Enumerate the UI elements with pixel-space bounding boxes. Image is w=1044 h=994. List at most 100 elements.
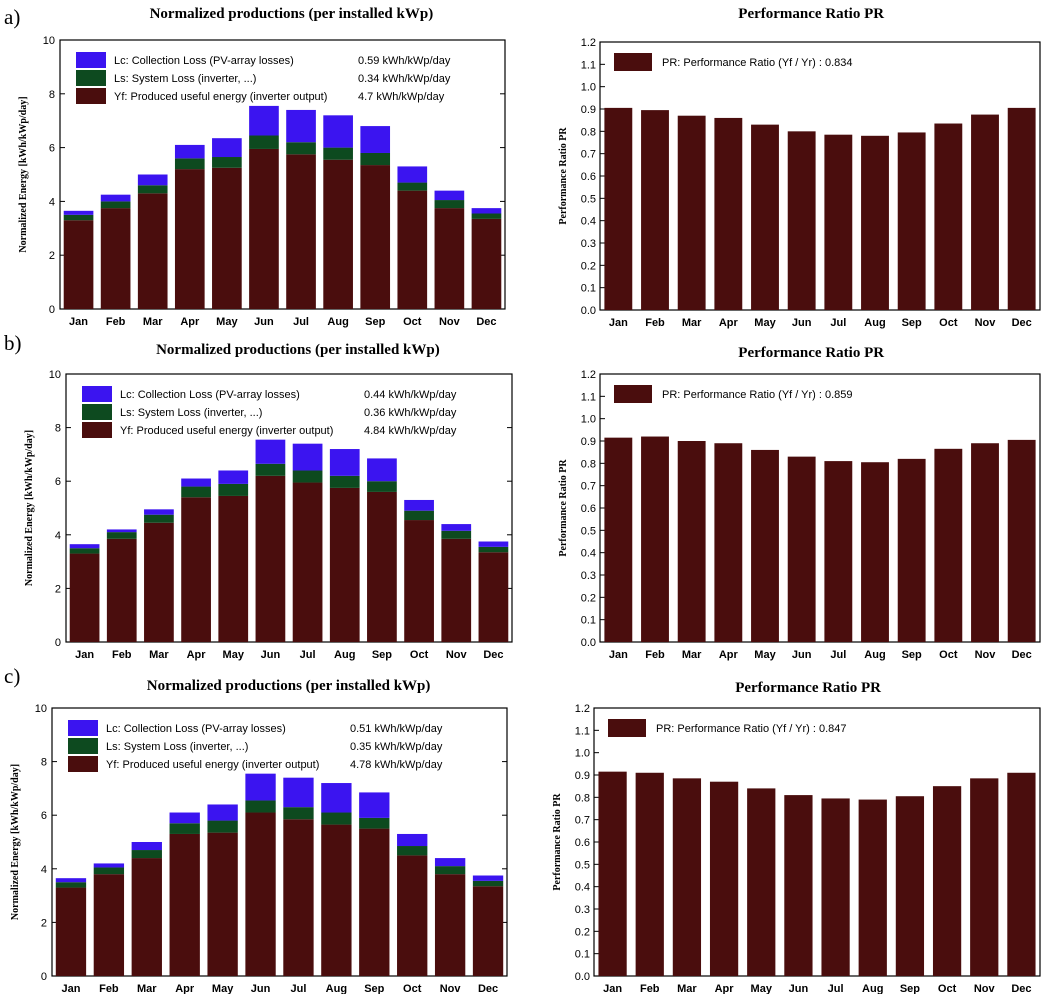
bar-lc-jun (249, 105, 279, 136)
y-tick-label: 0.0 (575, 971, 590, 983)
bar-ls-mar (144, 514, 174, 523)
bar-yf-feb (106, 538, 137, 642)
bar-lc-jun (255, 439, 286, 464)
legend-swatch-lc (76, 52, 106, 68)
legend-value: 0.35 kWh/kWp/day (350, 741, 443, 753)
bar-yf-jun (249, 148, 279, 309)
legend-label: Lc: Collection Loss (PV-array losses) (106, 723, 286, 735)
bar-pr-apr (714, 443, 743, 642)
y-tick-label: 4 (55, 530, 61, 542)
x-tick-label: May (751, 983, 773, 994)
bar-pr-oct (932, 786, 962, 976)
bar-lc-jun (245, 773, 276, 801)
legend-value: 4.78 kWh/kWp/day (350, 759, 443, 771)
x-tick-label: Feb (640, 983, 660, 994)
x-tick-label: Jun (792, 317, 812, 329)
x-tick-label: Sep (902, 649, 922, 661)
bar-yf-dec (471, 218, 502, 309)
x-tick-label: Jan (609, 317, 628, 329)
bar-ls-dec (478, 546, 509, 553)
bar-ls-jun (255, 463, 286, 476)
x-tick-label: Jul (300, 649, 316, 661)
x-tick-label: Mar (143, 316, 163, 328)
y-tick-label: 0.7 (581, 149, 596, 161)
x-tick-label: Sep (900, 983, 920, 994)
bar-pr-may (751, 449, 779, 642)
bar-lc-dec (478, 541, 509, 547)
bar-yf-feb (93, 874, 125, 976)
x-tick-label: Mar (149, 649, 169, 661)
bar-yf-nov (441, 538, 472, 642)
legend-swatch-lc (82, 386, 112, 402)
bar-yf-may (218, 495, 249, 642)
legend-label: PR: Performance Ratio (Yf / Yr) : 0.847 (656, 723, 847, 735)
chart-title: Normalized productions (per installed kW… (147, 678, 431, 694)
x-tick-label: Oct (403, 983, 422, 994)
bar-lc-feb (93, 863, 125, 868)
x-tick-label: Aug (862, 983, 883, 994)
y-tick-label: 0.4 (581, 216, 596, 228)
bar-pr-apr (709, 781, 739, 976)
legend-swatch-yf (76, 88, 106, 104)
bar-yf-jul (286, 154, 316, 309)
bar-yf-sep (359, 828, 390, 976)
legend-swatch-ls (76, 70, 106, 86)
y-tick-label: 0.7 (581, 481, 596, 493)
x-tick-label: Oct (938, 983, 957, 994)
bar-yf-may (212, 167, 242, 309)
x-tick-label: Jul (291, 983, 307, 994)
bar-pr-aug (858, 799, 887, 976)
x-tick-label: Aug (334, 649, 355, 661)
legend-value: 0.34 kWh/kWp/day (358, 73, 451, 85)
bar-lc-mar (131, 842, 162, 851)
bar-lc-aug (329, 449, 360, 476)
bar-ls-sep (360, 152, 391, 166)
legend-label: PR: Performance Ratio (Yf / Yr) : 0.859 (662, 389, 853, 401)
pr-chart-2: Performance Ratio PR 0.0 0.1 0.2 0.3 0.4 0.5 0.… (552, 680, 1041, 994)
legend-value: 0.59 kWh/kWp/day (358, 55, 451, 67)
bar-ls-sep (359, 817, 390, 829)
x-tick-label: Feb (645, 649, 665, 661)
y-tick-label: 4 (49, 196, 55, 208)
bar-ls-apr (174, 158, 205, 170)
energy-chart-0: Normalized productions (per installed kW… (18, 6, 506, 328)
bar-ls-dec (471, 213, 502, 219)
legend-label: Yf: Produced useful energy (inverter out… (106, 759, 319, 771)
bar-yf-mar (137, 193, 168, 309)
chart-title: Normalized productions (per installed kW… (150, 6, 434, 22)
bar-lc-jan (63, 210, 94, 215)
bar-pr-sep (895, 796, 925, 976)
y-tick-label: 0.6 (581, 171, 596, 183)
x-tick-label: Nov (446, 649, 468, 661)
bar-pr-jul (821, 798, 850, 976)
bar-pr-jun (784, 795, 813, 976)
bar-ls-nov (434, 866, 466, 875)
bar-pr-dec (1007, 107, 1036, 310)
bar-lc-sep (367, 458, 397, 482)
bar-yf-jan (69, 553, 100, 642)
y-tick-label: 1.1 (575, 725, 590, 737)
legend-swatch-pr (614, 385, 652, 403)
pr-chart-0: Performance Ratio PR 0.0 0.1 0.2 0.3 0.4 0.5 0.… (558, 6, 1041, 329)
x-tick-label: Jul (830, 317, 846, 329)
y-tick-label: 0.4 (581, 548, 596, 560)
legend-swatch-pr (614, 53, 652, 71)
bar-lc-jan (55, 878, 87, 883)
bar-ls-jun (245, 800, 276, 813)
bar-pr-may (751, 124, 779, 310)
bar-yf-mar (131, 858, 162, 976)
pr-chart-1: Performance Ratio PR 0.0 0.1 0.2 0.3 0.4 0.5 0.… (558, 345, 1041, 661)
chart-title: Performance Ratio PR (738, 6, 884, 22)
y-tick-label: 2 (41, 917, 47, 929)
bar-pr-jan (598, 771, 627, 976)
x-tick-label: Oct (939, 317, 958, 329)
y-tick-label: 0.2 (581, 592, 596, 604)
x-tick-label: Jan (69, 316, 88, 328)
y-tick-label: 0 (55, 637, 61, 649)
bar-lc-jul (286, 109, 316, 143)
bar-lc-oct (404, 499, 434, 511)
y-tick-label: 0.4 (575, 882, 590, 894)
bar-pr-nov (971, 114, 999, 310)
legend-value: 0.51 kWh/kWp/day (350, 723, 443, 735)
bar-pr-feb (635, 772, 664, 976)
